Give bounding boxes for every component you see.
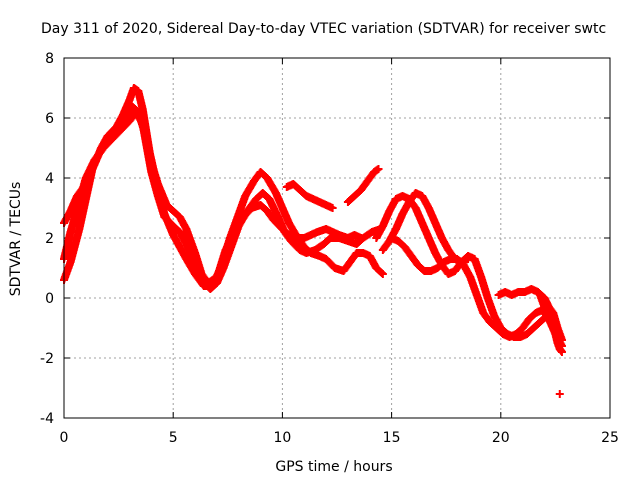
x-tick-label: 20: [492, 430, 510, 446]
data-point: [328, 204, 337, 212]
y-tick-label: 8: [45, 51, 54, 67]
ticks-layer: 0 5 10 15 20 25 -4 -2 0 2 4 6 8: [40, 51, 619, 446]
data-point: [557, 348, 566, 356]
data-point: [374, 165, 383, 173]
y-tick-label: -4: [40, 411, 54, 427]
x-axis-title: GPS time / hours: [275, 459, 392, 475]
data-point: [357, 234, 366, 242]
x-tick-label: 15: [383, 430, 401, 446]
series-trace-e: [343, 165, 383, 206]
series-trace-j: [536, 291, 566, 356]
chart-title: Day 311 of 2020, Sidereal Day-to-day VTE…: [41, 21, 606, 37]
series-trace-d: [282, 180, 337, 212]
data-point: [555, 390, 564, 398]
x-tick-label: 5: [169, 430, 178, 446]
y-tick-label: -2: [40, 351, 54, 367]
data-point: [464, 255, 473, 263]
data-layer: [60, 84, 566, 398]
data-point: [378, 270, 387, 278]
x-tick-label: 0: [60, 430, 69, 446]
series-trace-c: [60, 102, 366, 290]
y-tick-label: 6: [45, 111, 54, 127]
x-tick-label: 10: [273, 430, 291, 446]
series-outlier: [555, 390, 564, 398]
plot-frame: [63, 57, 611, 419]
series-trace-h: [387, 234, 566, 350]
y-tick-label: 0: [45, 291, 54, 307]
x-tick-label: 25: [601, 430, 619, 446]
y-tick-label: 2: [45, 231, 54, 247]
y-tick-label: 4: [45, 171, 54, 187]
y-axis-title: SDTVAR / TECUs: [8, 182, 24, 297]
